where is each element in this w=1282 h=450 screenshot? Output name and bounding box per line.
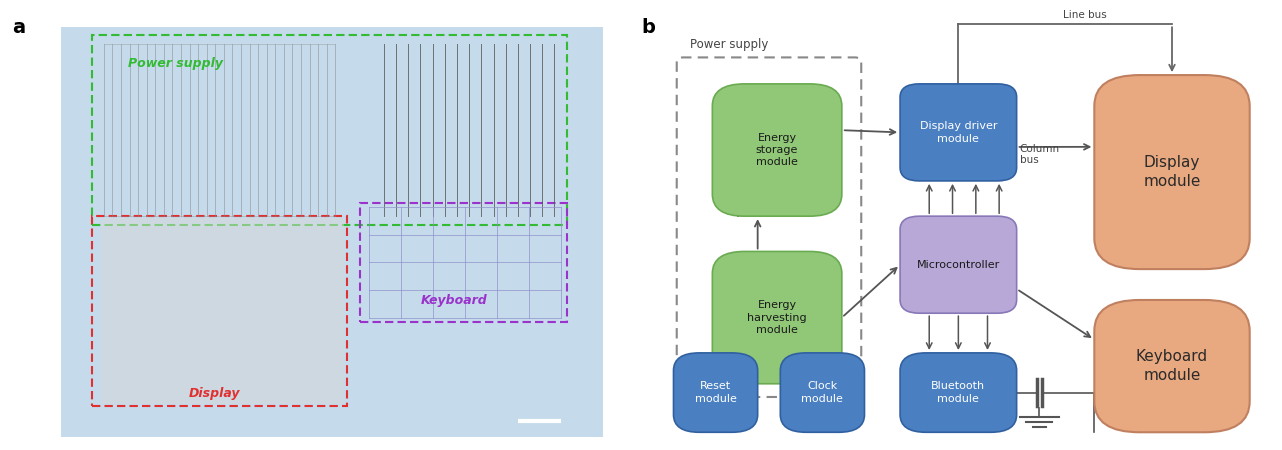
Polygon shape: [101, 218, 345, 404]
FancyBboxPatch shape: [62, 27, 604, 436]
Text: a: a: [13, 18, 26, 37]
Text: Keyboard: Keyboard: [420, 294, 487, 307]
Text: Microcontroller: Microcontroller: [917, 260, 1000, 270]
Text: Energy
harvesting
module: Energy harvesting module: [747, 300, 806, 335]
FancyBboxPatch shape: [900, 84, 1017, 181]
Text: Power supply: Power supply: [690, 38, 768, 51]
Text: Line bus: Line bus: [1063, 10, 1106, 20]
FancyBboxPatch shape: [781, 353, 864, 432]
Text: Reset
module: Reset module: [695, 382, 737, 404]
Text: Bluetooth
module: Bluetooth module: [931, 382, 986, 404]
Text: Keyboard
module: Keyboard module: [1136, 349, 1208, 383]
FancyBboxPatch shape: [713, 84, 842, 216]
Text: Power supply: Power supply: [128, 58, 223, 70]
FancyBboxPatch shape: [1095, 300, 1250, 432]
Text: Column
bus: Column bus: [1020, 144, 1060, 166]
Text: Clock
module: Clock module: [801, 382, 844, 404]
Text: Display
module: Display module: [1144, 155, 1201, 189]
FancyBboxPatch shape: [673, 353, 758, 432]
Text: Display: Display: [190, 387, 241, 400]
FancyBboxPatch shape: [900, 353, 1017, 432]
Text: Display driver
module: Display driver module: [919, 121, 997, 144]
FancyBboxPatch shape: [713, 252, 842, 384]
FancyBboxPatch shape: [900, 216, 1017, 313]
Text: b: b: [641, 18, 655, 37]
Text: Energy
storage
module: Energy storage module: [756, 133, 799, 167]
FancyBboxPatch shape: [1095, 75, 1250, 269]
